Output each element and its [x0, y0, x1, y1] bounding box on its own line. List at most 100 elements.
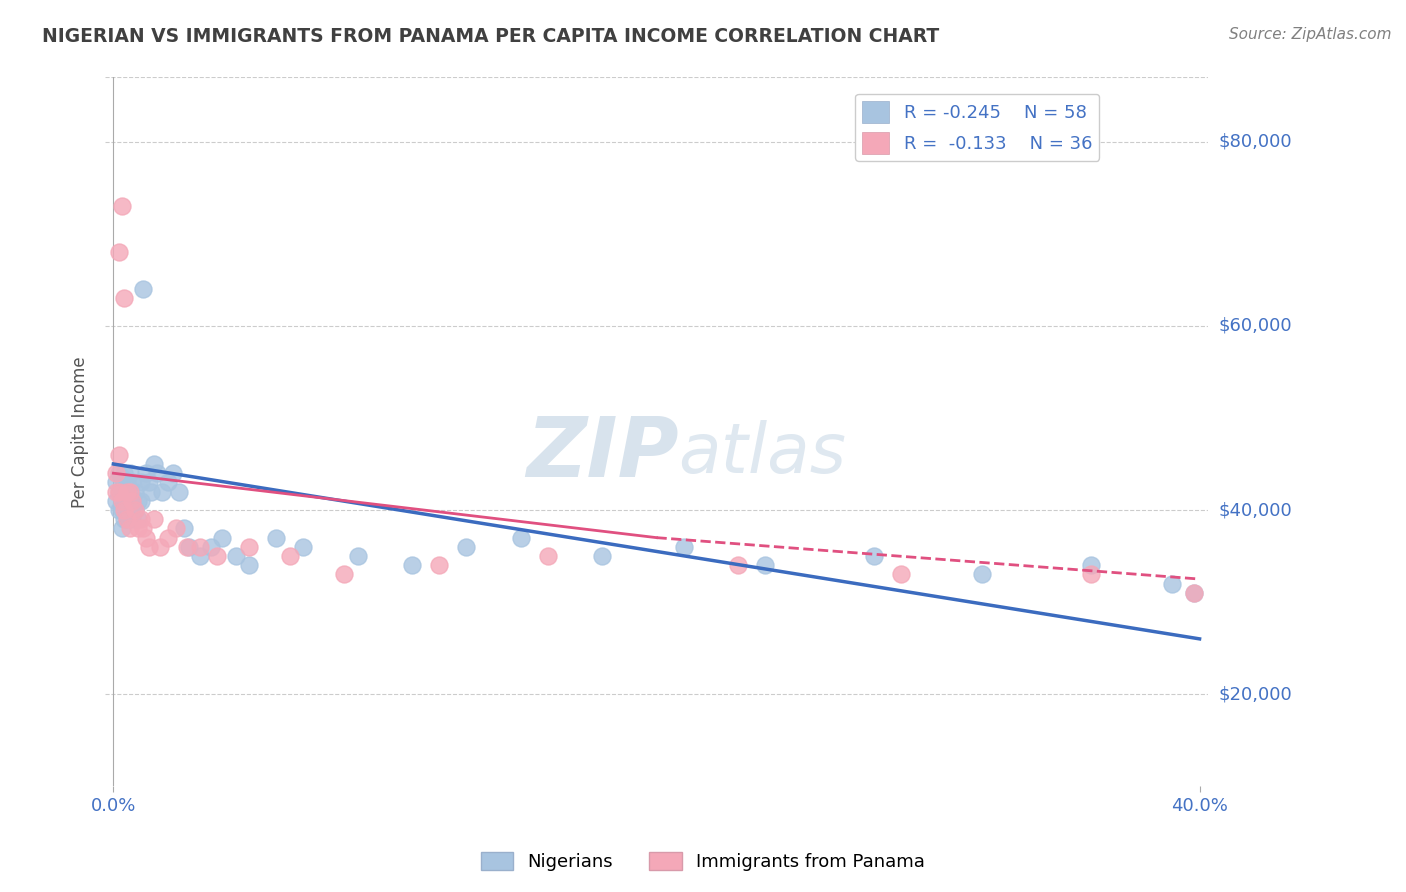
Point — [143, 457, 166, 471]
Point — [115, 484, 138, 499]
Point — [121, 475, 143, 490]
Point — [672, 540, 695, 554]
Text: Source: ZipAtlas.com: Source: ZipAtlas.com — [1229, 27, 1392, 42]
Point — [105, 475, 128, 490]
Point — [110, 493, 132, 508]
Point — [107, 484, 129, 499]
Point — [135, 531, 157, 545]
Point — [124, 484, 146, 499]
Point — [132, 282, 155, 296]
Point — [1182, 586, 1205, 600]
Point — [292, 540, 315, 554]
Point — [148, 540, 170, 554]
Point — [118, 503, 141, 517]
Point — [333, 567, 356, 582]
Point — [112, 291, 135, 305]
Point — [141, 484, 163, 499]
Point — [165, 521, 187, 535]
Point — [1080, 558, 1102, 573]
Point — [188, 540, 211, 554]
Point — [205, 549, 228, 563]
Point — [121, 493, 143, 508]
Point — [118, 467, 141, 481]
Point — [138, 475, 160, 490]
Point — [121, 493, 143, 508]
Point — [537, 549, 560, 563]
Point — [118, 484, 141, 499]
Point — [129, 493, 152, 508]
Point — [266, 531, 288, 545]
Point — [115, 512, 138, 526]
Point — [107, 245, 129, 260]
Point — [156, 475, 179, 490]
Point — [1080, 567, 1102, 582]
Point — [124, 503, 146, 517]
Point — [115, 493, 138, 508]
Text: $20,000: $20,000 — [1219, 685, 1292, 703]
Point — [105, 493, 128, 508]
Point — [105, 484, 128, 499]
Point — [173, 521, 195, 535]
Y-axis label: Per Capita Income: Per Capita Income — [72, 356, 89, 508]
Point — [129, 512, 152, 526]
Point — [112, 503, 135, 517]
Legend: Nigerians, Immigrants from Panama: Nigerians, Immigrants from Panama — [474, 845, 932, 879]
Point — [118, 521, 141, 535]
Point — [179, 540, 201, 554]
Point — [156, 531, 179, 545]
Point — [107, 484, 129, 499]
Text: atlas: atlas — [679, 419, 846, 486]
Point — [115, 512, 138, 526]
Text: ZIP: ZIP — [526, 413, 679, 493]
Point — [127, 521, 149, 535]
Point — [211, 531, 233, 545]
Point — [107, 503, 129, 517]
Point — [112, 467, 135, 481]
Point — [138, 540, 160, 554]
Point — [132, 521, 155, 535]
Point — [401, 558, 423, 573]
Point — [107, 467, 129, 481]
Point — [278, 549, 301, 563]
Point — [110, 484, 132, 499]
Point — [346, 549, 368, 563]
Point — [110, 199, 132, 213]
Point — [110, 471, 132, 485]
Point — [862, 549, 884, 563]
Text: $80,000: $80,000 — [1219, 133, 1292, 151]
Point — [162, 467, 184, 481]
Point — [127, 493, 149, 508]
Point — [127, 512, 149, 526]
Point — [591, 549, 613, 563]
Point — [727, 558, 749, 573]
Point — [509, 531, 531, 545]
Text: NIGERIAN VS IMMIGRANTS FROM PANAMA PER CAPITA INCOME CORRELATION CHART: NIGERIAN VS IMMIGRANTS FROM PANAMA PER C… — [42, 27, 939, 45]
Point — [456, 540, 478, 554]
Point — [200, 540, 222, 554]
Point — [129, 475, 152, 490]
Point — [110, 503, 132, 517]
Point — [110, 521, 132, 535]
Point — [143, 512, 166, 526]
Point — [427, 558, 450, 573]
Point — [167, 484, 190, 499]
Point — [972, 567, 994, 582]
Point — [1161, 576, 1184, 591]
Point — [150, 484, 173, 499]
Point — [225, 549, 247, 563]
Point — [1182, 586, 1205, 600]
Point — [176, 540, 198, 554]
Point — [238, 540, 260, 554]
Point — [188, 549, 211, 563]
Point — [890, 567, 912, 582]
Text: $40,000: $40,000 — [1219, 501, 1292, 519]
Point — [115, 475, 138, 490]
Point — [105, 467, 128, 481]
Point — [124, 503, 146, 517]
Text: $60,000: $60,000 — [1219, 317, 1292, 335]
Point — [107, 448, 129, 462]
Point — [146, 467, 169, 481]
Point — [121, 512, 143, 526]
Point — [135, 467, 157, 481]
Legend: R = -0.245    N = 58, R =  -0.133    N = 36: R = -0.245 N = 58, R = -0.133 N = 36 — [855, 94, 1099, 161]
